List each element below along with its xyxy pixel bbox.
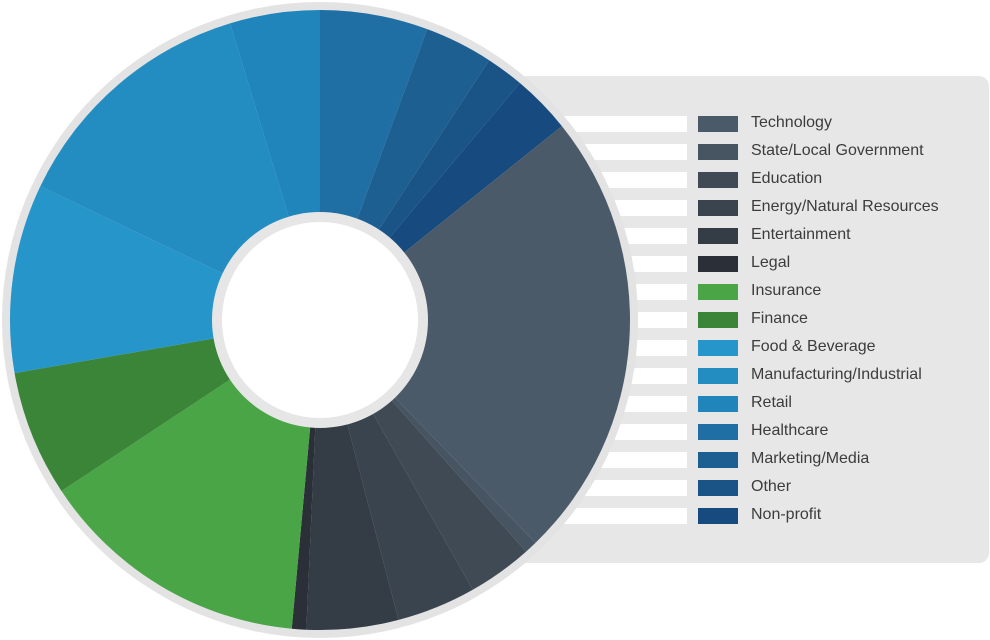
legend-label: Legal xyxy=(751,254,791,271)
legend-label: Finance xyxy=(751,310,808,327)
legend-label: Technology xyxy=(751,114,832,131)
legend-label: Healthcare xyxy=(751,422,829,439)
legend-swatch xyxy=(698,396,738,412)
chart-hole xyxy=(222,222,418,418)
slice-technology[interactable] xyxy=(320,126,631,543)
legend-item[interactable]: Other xyxy=(698,477,978,499)
legend-item[interactable]: Energy/Natural Resources xyxy=(698,197,978,219)
legend-item[interactable]: Insurance xyxy=(698,281,978,303)
legend-item[interactable]: Non-profit xyxy=(698,505,978,527)
legend-label: Energy/Natural Resources xyxy=(751,198,939,215)
legend-label: Manufacturing/Industrial xyxy=(751,366,922,383)
legend-swatch xyxy=(698,144,738,160)
legend-swatch xyxy=(698,312,738,328)
legend-label: Retail xyxy=(751,394,792,411)
legend-swatch xyxy=(698,256,738,272)
legend-label: Marketing/Media xyxy=(751,450,870,467)
legend-swatch xyxy=(698,424,738,440)
legend-swatch xyxy=(698,480,738,496)
legend-label: Other xyxy=(751,478,792,495)
legend-item[interactable]: Food & Beverage xyxy=(698,337,978,359)
legend-swatch xyxy=(698,116,738,132)
legend-item[interactable]: Finance xyxy=(698,309,978,331)
legend-swatch xyxy=(698,284,738,300)
legend-item[interactable]: Manufacturing/Industrial xyxy=(698,365,978,387)
legend-item[interactable]: Retail xyxy=(698,393,978,415)
legend-label: State/Local Government xyxy=(751,142,924,159)
legend-label: Insurance xyxy=(751,282,822,299)
legend-swatch xyxy=(698,172,738,188)
legend-label: Entertainment xyxy=(751,226,851,243)
legend-swatch xyxy=(698,200,738,216)
legend-item[interactable]: Technology xyxy=(698,113,978,135)
legend-item[interactable]: Legal xyxy=(698,253,978,275)
legend-item[interactable]: State/Local Government xyxy=(698,141,978,163)
legend-item[interactable]: Entertainment xyxy=(698,225,978,247)
legend-swatch xyxy=(698,368,738,384)
legend-swatch xyxy=(698,340,738,356)
legend-swatch xyxy=(698,452,738,468)
legend-swatch xyxy=(698,228,738,244)
legend-item[interactable]: Marketing/Media xyxy=(698,449,978,471)
legend-item[interactable]: Healthcare xyxy=(698,421,978,443)
legend-swatch xyxy=(698,508,738,524)
legend-label: Non-profit xyxy=(751,506,822,523)
legend-item[interactable]: Education xyxy=(698,169,978,191)
legend-label: Education xyxy=(751,170,823,187)
legend-label: Food & Beverage xyxy=(751,338,876,355)
